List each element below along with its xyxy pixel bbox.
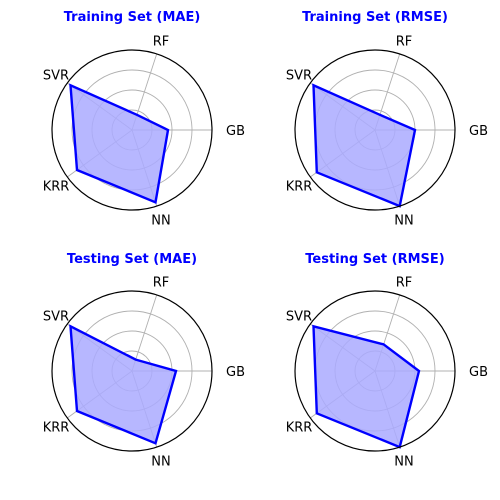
radar-panel: Training Set (RMSE) RF GB NN KRR SVR <box>286 10 488 228</box>
category-label-nn: NN <box>394 454 413 469</box>
category-label-gb: GB <box>469 365 488 380</box>
outer-ring <box>51 290 213 452</box>
category-label-gb: GB <box>469 124 488 139</box>
series-polygon <box>312 324 421 449</box>
panel-title: Testing Set (MAE) <box>67 252 197 267</box>
panel-title: Training Set (MAE) <box>64 10 201 25</box>
series-polygon <box>69 83 170 204</box>
panel-title: Testing Set (RMSE) <box>305 252 444 267</box>
radar-panel: Training Set (MAE) RF GB NN KRR SVR <box>43 10 245 228</box>
outer-ring <box>51 49 213 211</box>
category-label-svr: SVR <box>286 69 312 84</box>
category-label-krr: KRR <box>43 420 70 435</box>
category-label-rf: RF <box>153 35 170 50</box>
category-label-gb: GB <box>226 365 245 380</box>
outer-ring <box>294 49 456 211</box>
series-polygon <box>312 83 417 208</box>
radar-panel: Testing Set (MAE) RF GB NN KRR SVR <box>43 252 245 469</box>
category-label-gb: GB <box>226 124 245 139</box>
category-label-krr: KRR <box>43 179 70 194</box>
outer-ring <box>294 290 456 452</box>
radar-panel: Testing Set (RMSE) RF GB NN KRR SVR <box>286 252 488 469</box>
category-label-svr: SVR <box>43 69 69 84</box>
category-label-svr: SVR <box>43 310 69 325</box>
grid-spoke <box>131 294 158 372</box>
series-polygon <box>69 324 178 445</box>
category-label-rf: RF <box>396 276 413 291</box>
category-label-rf: RF <box>396 35 413 50</box>
category-label-krr: KRR <box>286 179 313 194</box>
category-label-nn: NN <box>394 213 413 228</box>
panel-title: Training Set (RMSE) <box>302 10 448 25</box>
category-label-nn: NN <box>151 454 170 469</box>
category-label-krr: KRR <box>286 420 313 435</box>
category-label-svr: SVR <box>286 310 312 325</box>
category-label-rf: RF <box>153 276 170 291</box>
category-label-nn: NN <box>151 213 170 228</box>
